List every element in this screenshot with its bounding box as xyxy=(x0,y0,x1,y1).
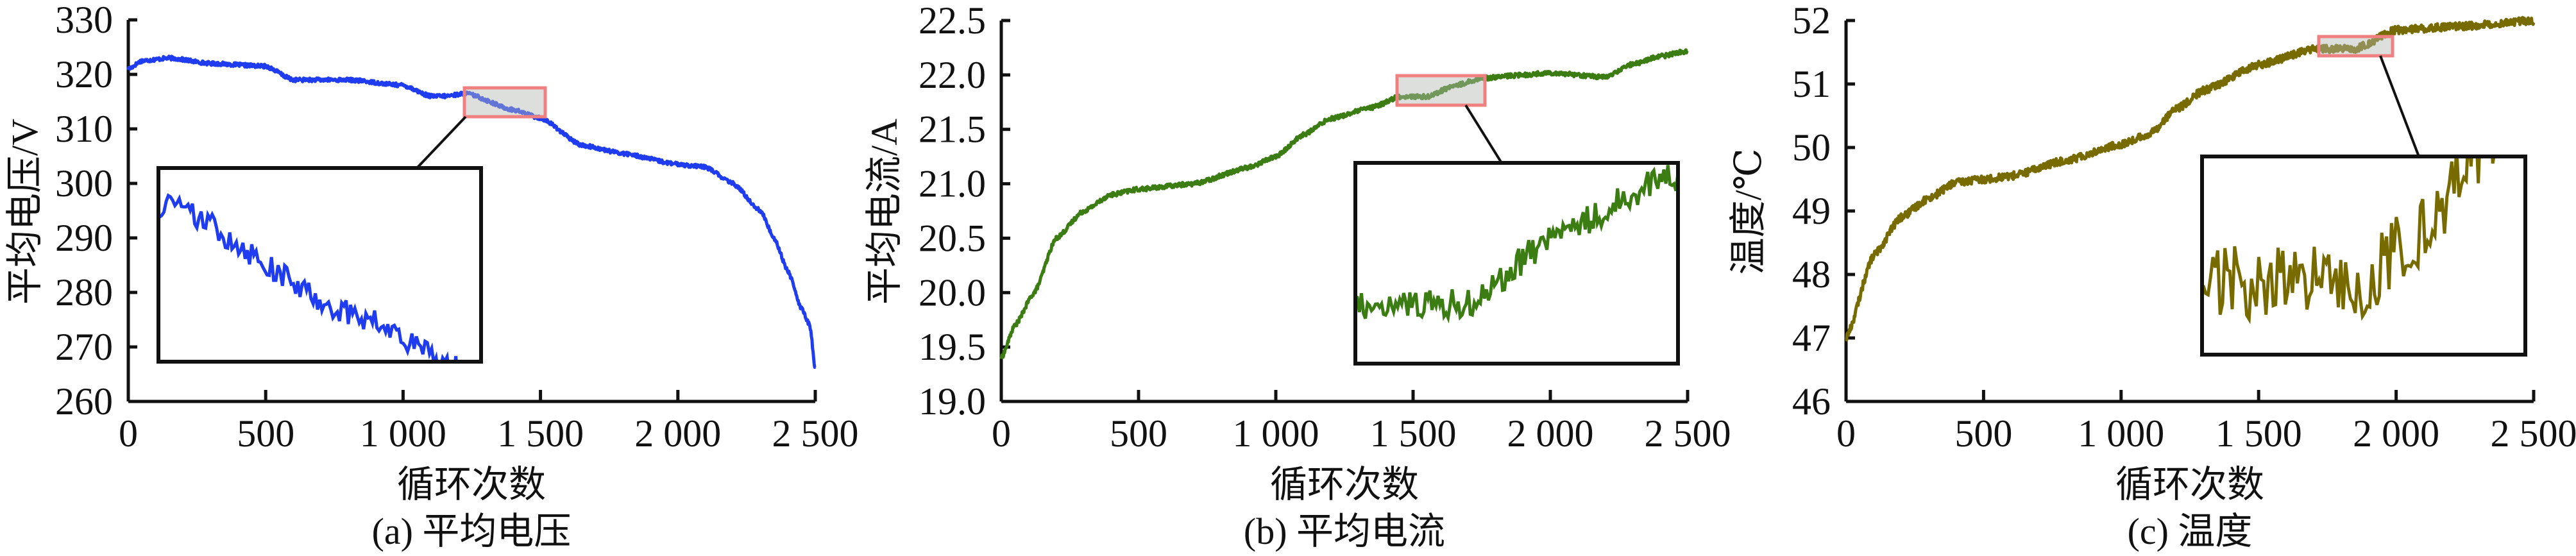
x-tick-label: 2 000 xyxy=(1507,412,1594,455)
y-tick-label: 19.0 xyxy=(919,380,986,423)
x-tick-label: 500 xyxy=(237,412,294,455)
series-line xyxy=(1845,15,2536,342)
zoom-connector-line xyxy=(1464,104,1503,164)
y-tick-label: 19.5 xyxy=(919,326,986,368)
series-line xyxy=(999,48,1689,359)
inset-frame xyxy=(2200,155,2527,357)
x-tick-label: 0 xyxy=(1836,412,1856,455)
panel-b: 平均电流/A 循环次数 (b) 平均电流 19.0 19.5 20.0 20.5 21.… xyxy=(863,0,1731,552)
x-axis-label: 循环次数 xyxy=(1270,464,1419,505)
y-tick-label: 51 xyxy=(1792,63,1831,105)
x-tick-label: 1 500 xyxy=(1370,412,1457,455)
panel-c: 温度/℃ 循环次数 (c) 温度 46 47 48 49 50 51 52 0 500 1 000… xyxy=(1727,0,2576,552)
panel-a: 平均电压/V 循环次数 (a) 平均电压 260 270 280 290 300 310 3… xyxy=(4,0,859,552)
y-tick-label: 270 xyxy=(55,326,113,368)
x-tick-label: 2 500 xyxy=(2491,412,2576,455)
y-axis-label: 温度/℃ xyxy=(1727,149,1769,275)
y-tick-label: 21.5 xyxy=(919,108,986,151)
inset-background xyxy=(2202,156,2525,355)
x-axis-label: 循环次数 xyxy=(397,464,546,505)
y-axis-label: 平均电压/V xyxy=(4,119,46,305)
inset-background xyxy=(158,168,481,362)
x-tick-label: 2 500 xyxy=(1645,412,1731,455)
x-tick-label: 2 000 xyxy=(634,412,721,455)
zoom-highlight-box xyxy=(2317,35,2394,58)
y-tick-label: 48 xyxy=(1792,253,1831,296)
x-tick-label: 500 xyxy=(1954,412,2012,455)
x-tick-label: 1 500 xyxy=(2216,412,2302,455)
y-axis-label: 平均电流/A xyxy=(863,119,905,305)
x-tick-label: 1 000 xyxy=(360,412,446,455)
y-tick-label: 47 xyxy=(1792,317,1831,359)
x-tick-label: 0 xyxy=(119,412,138,455)
y-tick-label: 310 xyxy=(55,108,113,150)
y-tick-label: 22.5 xyxy=(919,0,986,42)
x-tick-label: 1 000 xyxy=(1233,412,1319,455)
y-tick-label: 290 xyxy=(55,217,113,259)
y-tick-label: 280 xyxy=(55,271,113,314)
x-tick-label: 1 000 xyxy=(2078,412,2164,455)
y-tick-label: 52 xyxy=(1792,0,1831,42)
x-tick-label: 2 500 xyxy=(772,412,859,455)
y-tick-label: 49 xyxy=(1792,190,1831,232)
zoom-connector-line xyxy=(2379,55,2420,157)
panel-caption: (a) 平均电压 xyxy=(372,510,572,552)
zoom-highlight-box xyxy=(462,86,547,119)
y-tick-label: 20.0 xyxy=(919,271,986,314)
x-tick-label: 500 xyxy=(1110,412,1167,455)
x-tick-label: 2 000 xyxy=(2353,412,2439,455)
inset-series-line xyxy=(158,193,467,362)
y-tick-label: 260 xyxy=(55,380,113,423)
zoom-connector-line xyxy=(416,115,467,169)
y-tick-label: 50 xyxy=(1792,126,1831,169)
y-tick-label: 46 xyxy=(1792,380,1831,423)
series-line xyxy=(126,55,817,369)
y-tick-label: 22.0 xyxy=(919,54,986,96)
inset-series-line xyxy=(1355,165,1678,324)
y-tick-label: 320 xyxy=(55,53,113,96)
x-tick-label: 1 500 xyxy=(497,412,584,455)
y-tick-label: 300 xyxy=(55,162,113,205)
panel-caption: (c) 温度 xyxy=(2128,510,2253,552)
inset-frame xyxy=(1353,161,1680,366)
inset-series-line xyxy=(2202,156,2498,324)
y-tick-label: 20.5 xyxy=(919,217,986,259)
y-tick-label: 21.0 xyxy=(919,163,986,205)
y-tick-label: 330 xyxy=(55,0,113,41)
inset-frame xyxy=(157,166,483,364)
x-tick-label: 0 xyxy=(992,412,1011,455)
panel-caption: (b) 平均电流 xyxy=(1244,510,1445,552)
x-axis-label: 循环次数 xyxy=(2115,464,2264,505)
zoom-highlight-box xyxy=(1395,74,1487,107)
